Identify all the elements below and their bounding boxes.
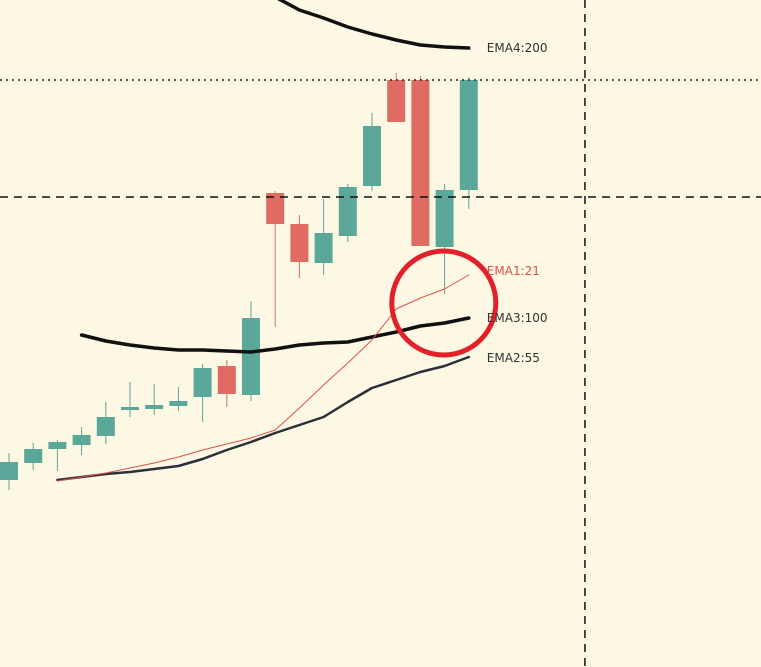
ema1-line bbox=[56, 274, 470, 482]
candle-body-up bbox=[314, 233, 333, 263]
ema-label: EMA2:55 bbox=[487, 351, 540, 365]
ema2-line bbox=[56, 355, 471, 482]
candle-body-down bbox=[387, 80, 406, 122]
candle-body-down bbox=[217, 366, 236, 394]
candle-body-up bbox=[242, 318, 260, 395]
ema-label: EMA3:100 bbox=[487, 311, 548, 325]
candle-body-up bbox=[121, 407, 139, 410]
ema-layer bbox=[56, 0, 471, 482]
ema-label: EMA1:21 bbox=[487, 264, 540, 278]
candle-body-up bbox=[193, 368, 212, 397]
candle-body-up bbox=[145, 405, 164, 409]
candle-body-up bbox=[0, 462, 18, 480]
candle-body-down bbox=[290, 224, 309, 262]
candle-body-up bbox=[435, 190, 454, 247]
candle-body-down bbox=[266, 193, 285, 224]
candle-body-up bbox=[24, 449, 43, 463]
candles-layer bbox=[0, 73, 478, 490]
ema3-line bbox=[79, 316, 471, 354]
ema-label: EMA4:200 bbox=[487, 41, 548, 55]
highlight-circle bbox=[389, 248, 499, 358]
candle-body-up bbox=[459, 80, 478, 190]
candle-body-up bbox=[363, 126, 381, 186]
candle-body-up bbox=[72, 435, 91, 445]
candle-body-up bbox=[169, 401, 188, 406]
ema4-line bbox=[277, 0, 471, 50]
candle-body-up bbox=[338, 187, 357, 236]
candle-body-down bbox=[411, 80, 430, 246]
candle-body-up bbox=[96, 417, 115, 436]
candle-body-up bbox=[48, 442, 67, 449]
label-layer: EMA4:200 EMA1:21 EMA3:100 EMA2:55 bbox=[487, 41, 548, 365]
